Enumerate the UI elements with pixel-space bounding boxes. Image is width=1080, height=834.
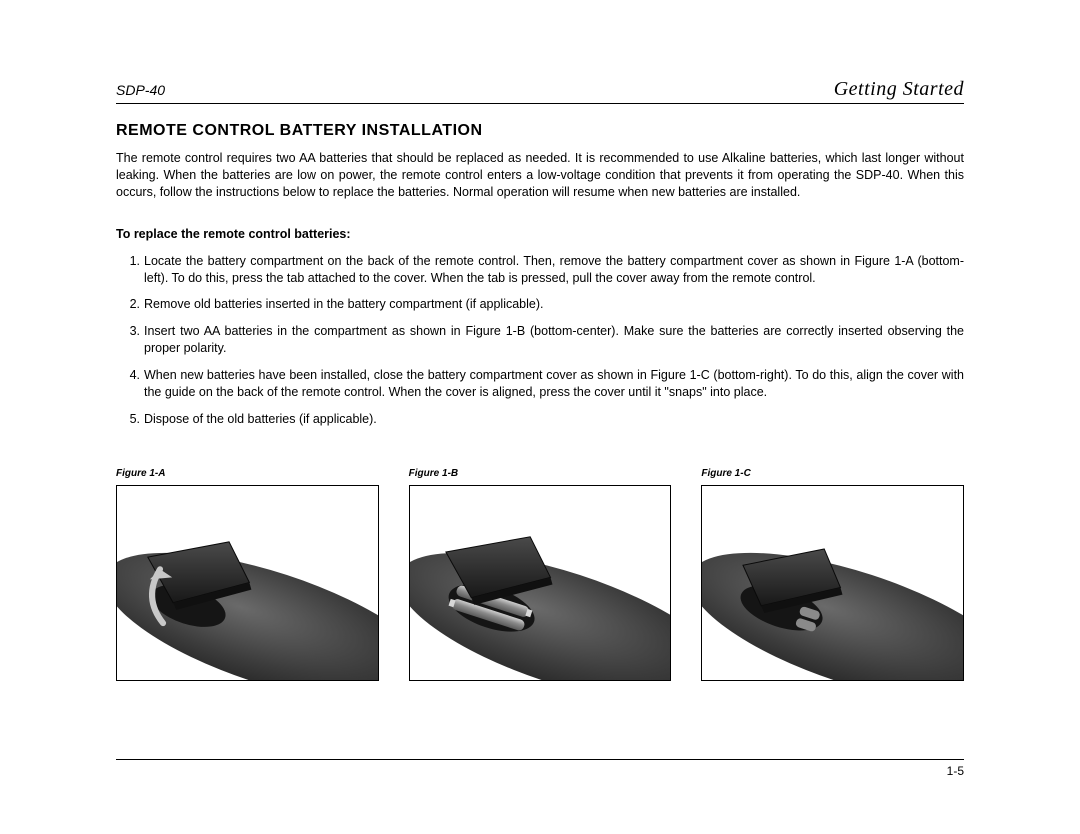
step-item: Insert two AA batteries in the compartme… — [144, 323, 964, 357]
page-number: 1-5 — [947, 764, 964, 778]
model-label: SDP-40 — [116, 82, 165, 98]
figure-label: Figure 1-C — [701, 468, 964, 479]
remote-cover-open-icon — [117, 486, 378, 680]
figure-1b: Figure 1-B — [409, 468, 672, 681]
page: SDP-40 Getting Started REMOTE CONTROL BA… — [0, 0, 1080, 834]
figure-label: Figure 1-B — [409, 468, 672, 479]
remote-cover-close-icon — [702, 486, 963, 680]
figure-label: Figure 1-A — [116, 468, 379, 479]
header-row: SDP-40 Getting Started — [116, 78, 964, 104]
footer: 1-5 — [116, 759, 964, 778]
figure-image — [409, 485, 672, 681]
step-item: Locate the battery compartment on the ba… — [144, 253, 964, 287]
step-item: Dispose of the old batteries (if applica… — [144, 411, 964, 428]
figure-image — [701, 485, 964, 681]
steps-list: Locate the battery compartment on the ba… — [116, 253, 964, 428]
sub-heading: To replace the remote control batteries: — [116, 227, 964, 241]
figure-1a: Figure 1-A — [116, 468, 379, 681]
figure-1c: Figure 1-C — [701, 468, 964, 681]
figure-image — [116, 485, 379, 681]
step-item: When new batteries have been installed, … — [144, 367, 964, 401]
section-title: Getting Started — [834, 78, 964, 101]
intro-paragraph: The remote control requires two AA batte… — [116, 150, 964, 201]
main-heading: REMOTE CONTROL BATTERY INSTALLATION — [116, 122, 964, 140]
figures-row: Figure 1-A — [116, 468, 964, 681]
step-item: Remove old batteries inserted in the bat… — [144, 296, 964, 313]
remote-batteries-icon — [410, 486, 671, 680]
